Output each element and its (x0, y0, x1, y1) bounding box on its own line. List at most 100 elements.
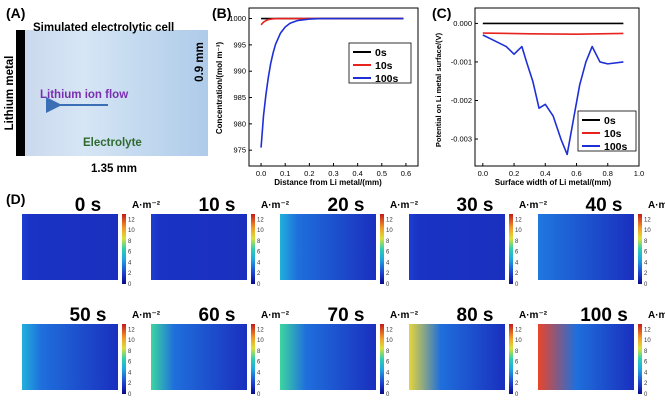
map-time-label: 70 s (328, 305, 365, 326)
colorbar-tick-label: 12 (644, 217, 651, 223)
chart-b-ylabel: Concentration/(mol m⁻³) (215, 42, 224, 135)
panel-d-label: (D) (6, 191, 25, 207)
colorbar-tick-label: 2 (257, 381, 261, 387)
colorbar-tick-label: 4 (644, 260, 648, 266)
colorbar-tick-label: 2 (386, 271, 390, 277)
chart-b-legend-label: 0s (375, 47, 387, 59)
chart-b-xtick-label: 0.3 (328, 169, 338, 178)
map-time-label: 30 s (457, 195, 494, 216)
colorbar-tick-label: 4 (128, 260, 132, 266)
map-unit-label: A·m⁻² (648, 310, 665, 321)
current-density-map: 30 s A·m⁻² 12 10 8 6 4 2 0 (409, 195, 548, 288)
chart-c-xtick-label: 1.0 (634, 169, 644, 178)
panel-a: (A) Simulated electrolytic cell Lithium … (4, 5, 208, 175)
map-field (409, 324, 505, 390)
map-unit-label: A·m⁻² (648, 200, 665, 211)
colorbar-tick-label: 6 (257, 360, 261, 366)
colorbar-tick-label: 10 (515, 228, 522, 234)
panel-c-chart: (C) 0.0 0.2 0.4 0.6 0.8 1.0 0.000 -0.001 -0.002 -… (432, 5, 644, 187)
chart-b-xtick-label: 0.0 (256, 169, 266, 178)
colorbar (638, 324, 642, 394)
colorbar (638, 214, 642, 284)
colorbar-tick-label: 12 (386, 217, 393, 223)
colorbar-tick-label: 8 (386, 349, 390, 355)
colorbar (380, 214, 384, 284)
current-density-map: 40 s A·m⁻² 12 10 8 6 4 2 0 (538, 195, 665, 288)
chart-c-xtick-label: 0.2 (509, 169, 519, 178)
chart-c-xlabel: Surface width of Li metal/(mm) (495, 178, 612, 187)
colorbar-tick-label: 8 (644, 349, 648, 355)
chart-c-ytick-label: -0.003 (451, 135, 472, 144)
colorbar-tick-label: 2 (644, 271, 648, 277)
colorbar-tick-label: 6 (386, 250, 390, 256)
map-field (538, 324, 634, 390)
chart-b-xtick-label: 0.2 (304, 169, 314, 178)
colorbar-tick-label: 0 (257, 392, 261, 398)
map-unit-label: A·m⁻² (519, 310, 548, 321)
colorbar-tick-label: 2 (128, 381, 132, 387)
colorbar-tick-label: 12 (128, 217, 135, 223)
colorbar-tick-label: 2 (644, 381, 648, 387)
colorbar-tick-label: 0 (128, 282, 132, 288)
map-time-label: 40 s (586, 195, 623, 216)
map-time-label: 20 s (328, 195, 365, 216)
chart-c-xtick-label: 0.6 (571, 169, 581, 178)
current-density-map: 100 s A·m⁻² 12 10 8 6 4 2 0 (538, 305, 665, 398)
chart-b-ytick-label: 1000 (229, 14, 246, 23)
colorbar-tick-label: 8 (515, 239, 519, 245)
map-field (409, 214, 505, 280)
colorbar (122, 214, 126, 284)
colorbar-tick-label: 10 (386, 338, 393, 344)
map-time-label: 0 s (75, 195, 101, 216)
colorbar-tick-label: 10 (644, 228, 651, 234)
colorbar-tick-label: 12 (515, 327, 522, 333)
panel-b-label: (B) (212, 5, 231, 21)
chart-b-xtick-label: 0.1 (280, 169, 290, 178)
chart-b-xtick-label: 0.6 (401, 169, 411, 178)
map-unit-label: A·m⁻² (132, 310, 161, 321)
map-unit-label: A·m⁻² (519, 200, 548, 211)
map-time-label: 60 s (199, 305, 236, 326)
colorbar-tick-label: 4 (386, 370, 390, 376)
electrolyte-label: Electrolyte (83, 137, 142, 149)
colorbar (509, 214, 513, 284)
colorbar-tick-label: 10 (128, 228, 135, 234)
colorbar-tick-label: 2 (515, 381, 519, 387)
chart-c-legend-box (577, 110, 637, 152)
chart-b-legend-box (348, 42, 412, 84)
map-unit-label: A·m⁻² (390, 200, 419, 211)
colorbar-tick-label: 4 (128, 370, 132, 376)
colorbar-tick-label: 2 (386, 381, 390, 387)
colorbar-tick-label: 4 (515, 260, 519, 266)
map-field (22, 324, 118, 390)
chart-c-frame (474, 7, 640, 167)
lithium-ion-flow-label: Lithium ion flow (40, 89, 128, 101)
colorbar-tick-label: 10 (515, 338, 522, 344)
colorbar-tick-label: 6 (644, 360, 648, 366)
chart-c-ytick-label: -0.002 (451, 96, 472, 105)
map-unit-label: A·m⁻² (390, 310, 419, 321)
electrolytic-cell (16, 30, 208, 156)
chart-c-series-100s (482, 34, 624, 156)
map-field (151, 324, 247, 390)
chart-b-frame (248, 7, 419, 167)
current-density-map: 70 s A·m⁻² 12 10 8 6 4 2 0 (280, 305, 419, 398)
chart-c-legend-label: 0s (604, 115, 616, 127)
current-density-maps: 0 s A·m⁻² 12 10 8 6 4 2 0 10 s A·m⁻² 12 10 8 6 4 2 0 20 s A… (22, 195, 665, 398)
map-unit-label: A·m⁻² (261, 200, 290, 211)
map-field (280, 214, 376, 280)
colorbar-tick-label: 2 (257, 271, 261, 277)
lithium-metal-bar (16, 30, 25, 156)
chart-b-legend-label: 100s (375, 73, 399, 85)
map-field (280, 324, 376, 390)
colorbar-tick-label: 4 (386, 260, 390, 266)
chart-b-ytick-label: 995 (233, 40, 246, 49)
chart-c-ylabel: Potential on Li metal surface/(V) (434, 32, 443, 147)
current-density-map: 20 s A·m⁻² 12 10 8 6 4 2 0 (280, 195, 419, 288)
colorbar (122, 324, 126, 394)
colorbar-tick-label: 4 (257, 260, 261, 266)
chart-c-legend-label: 10s (604, 128, 622, 140)
colorbar-tick-label: 8 (515, 349, 519, 355)
